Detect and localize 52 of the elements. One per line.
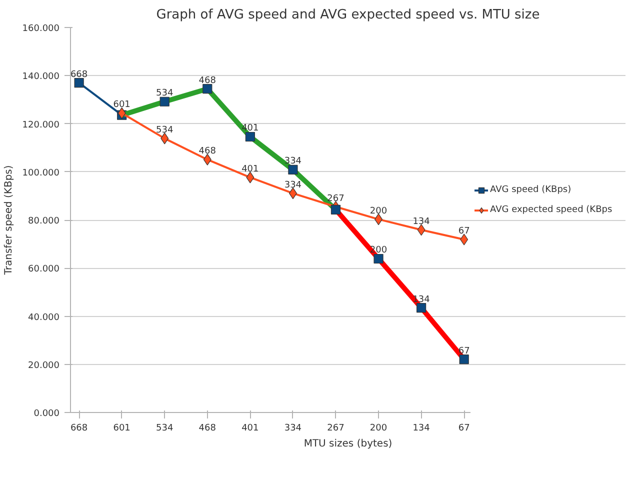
y-tick-label: 100.000 (22, 168, 60, 178)
point (203, 154, 212, 166)
point (202, 84, 212, 94)
x-tick-label: 267 (327, 424, 344, 434)
annotation: 468 (198, 76, 216, 86)
annotation: 468 (198, 146, 216, 157)
x-tick-label: 200 (370, 424, 388, 434)
legend-label: AVG expected speed (KBps (490, 204, 612, 214)
point (245, 132, 255, 142)
annotation: 134 (412, 216, 430, 227)
annotation: 534 (156, 88, 174, 99)
x-tick-label: 468 (198, 424, 216, 434)
y-tick-label: 80.000 (28, 216, 60, 226)
point (374, 254, 384, 264)
point (416, 303, 426, 313)
x-tick-label: 134 (412, 424, 430, 434)
legend-label: AVG speed (KBps) (490, 184, 572, 194)
annotation: 267 (327, 194, 344, 204)
annotation: 534 (156, 125, 174, 136)
x-tick-label: 668 (70, 424, 88, 434)
annotation: 334 (284, 156, 302, 167)
annotation: 601 (113, 100, 130, 110)
x-tick-label: 601 (113, 424, 130, 434)
point (417, 224, 426, 236)
annotation: 401 (242, 164, 259, 174)
x-tick-label: 534 (156, 424, 174, 434)
annotation: 334 (284, 180, 302, 190)
x-tick-label: 401 (242, 424, 259, 434)
x-axis-title: MTU sizes (bytes) (304, 438, 392, 450)
y-tick-label: 120.000 (22, 120, 60, 130)
point (74, 78, 84, 88)
y-tick-label: 140.000 (22, 72, 60, 82)
point (330, 204, 341, 214)
point (460, 234, 468, 246)
point (118, 107, 126, 119)
x-tick-label: 334 (284, 424, 302, 434)
y-tick-label: 0.000 (34, 409, 60, 419)
chart-title: Graph of AVG speed and AVG expected speed vs. MTU size (156, 8, 540, 22)
y-axis-title: Transfer speed (KBps) (3, 165, 14, 276)
point (246, 172, 254, 184)
annotation: 67 (458, 226, 470, 236)
annotation: 668 (70, 70, 88, 80)
x-tick-label: 67 (458, 424, 470, 434)
point (160, 132, 169, 144)
point (160, 96, 170, 106)
point (288, 164, 298, 175)
y-tick-label: 160.000 (22, 24, 60, 34)
point (459, 354, 469, 364)
y-tick-label: 40.000 (28, 312, 60, 323)
annotation: 200 (370, 206, 388, 216)
y-tick-label: 20.000 (28, 360, 60, 371)
y-tick-label: 60.000 (28, 264, 60, 275)
